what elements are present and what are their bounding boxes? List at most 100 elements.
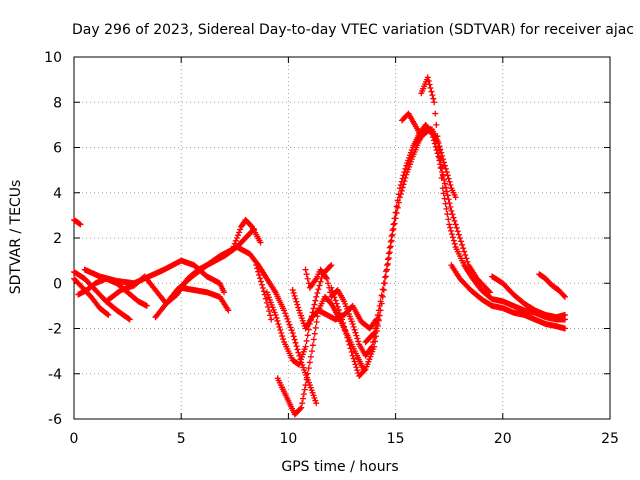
data-point: [445, 216, 452, 223]
data-point: [395, 191, 402, 198]
data-point: [77, 221, 84, 228]
data-point: [352, 329, 359, 336]
series-track-a: [71, 216, 84, 228]
data-point: [267, 312, 274, 319]
data-point: [354, 335, 361, 342]
data-point: [459, 241, 466, 248]
data-point: [426, 81, 433, 88]
data-point: [387, 238, 394, 245]
data-point: [221, 289, 228, 296]
data-point: [561, 311, 568, 318]
data-point: [342, 327, 349, 334]
series-track-t: [489, 273, 568, 321]
data-point: [302, 266, 309, 273]
data-point: [384, 262, 391, 269]
data-point: [306, 359, 313, 366]
data-point: [302, 382, 309, 389]
data-point: [380, 287, 387, 294]
series-track-i: [233, 244, 320, 407]
data-point: [289, 330, 296, 337]
grid: [74, 57, 610, 419]
data-point: [376, 302, 383, 309]
data-point: [317, 278, 324, 285]
series-track-f: [103, 225, 258, 307]
data-point: [438, 149, 445, 156]
data-point: [305, 365, 312, 372]
data-point: [447, 203, 454, 210]
data-point: [392, 209, 399, 216]
data-point: [292, 339, 299, 346]
data-point: [443, 169, 450, 176]
data-point: [370, 331, 377, 338]
data-point: [288, 327, 295, 334]
y-tick-label: 0: [53, 276, 62, 292]
data-point: [313, 400, 320, 407]
series-track-k: [263, 262, 335, 368]
data-point: [354, 367, 361, 374]
data-point: [258, 281, 265, 288]
data-point: [256, 271, 263, 278]
data-point: [561, 293, 568, 300]
data-point: [453, 224, 460, 231]
data-point: [311, 330, 318, 337]
data-point: [452, 221, 459, 228]
data-point: [485, 288, 492, 295]
data-point: [446, 221, 453, 228]
data-point: [434, 133, 441, 140]
data-point: [303, 271, 310, 278]
data-point: [425, 77, 432, 84]
data-point: [303, 376, 310, 383]
data-point: [442, 165, 449, 172]
data-point: [312, 324, 319, 331]
data-point: [333, 300, 340, 307]
data-point: [298, 404, 305, 411]
data-point: [350, 355, 357, 362]
data-point: [390, 221, 397, 228]
data-point: [393, 203, 400, 210]
data-point: [313, 319, 320, 326]
data-point: [347, 345, 354, 352]
series-track-u: [536, 271, 568, 300]
data-point: [231, 240, 238, 247]
data-point: [382, 273, 389, 280]
data-point: [276, 323, 283, 330]
data-point: [310, 305, 317, 312]
data-point: [452, 194, 459, 201]
data-point: [431, 99, 438, 106]
data-point: [444, 211, 451, 218]
data-point: [460, 245, 467, 252]
x-tick-label: 15: [387, 431, 405, 447]
data-point: [273, 314, 280, 321]
data-point: [295, 304, 302, 311]
data-point: [436, 143, 443, 150]
data-point: [297, 405, 304, 412]
data-point: [281, 307, 288, 314]
data-point: [346, 341, 353, 348]
data-point: [456, 235, 463, 241]
data-point: [461, 248, 468, 255]
data-point: [329, 287, 336, 294]
data-point: [442, 200, 449, 207]
data-point: [289, 287, 296, 294]
data-point: [441, 180, 448, 187]
x-tick-label: 10: [279, 431, 297, 447]
data-point: [339, 316, 345, 323]
data-point: [424, 74, 431, 81]
data-point: [303, 337, 310, 344]
data-point: [435, 144, 442, 151]
data-point: [314, 290, 321, 297]
data-point: [448, 231, 455, 238]
data-point: [450, 237, 457, 244]
data-point: [307, 353, 314, 360]
y-tick-label: -2: [48, 322, 62, 338]
data-point: [323, 274, 330, 281]
data-point: [381, 274, 388, 281]
data-point: [309, 342, 316, 349]
data-point: [439, 185, 446, 192]
x-tick-label: 20: [494, 431, 512, 447]
data-point: [380, 280, 387, 287]
data-point: [386, 244, 393, 251]
data-point: [337, 313, 344, 320]
data-point: [259, 285, 266, 292]
